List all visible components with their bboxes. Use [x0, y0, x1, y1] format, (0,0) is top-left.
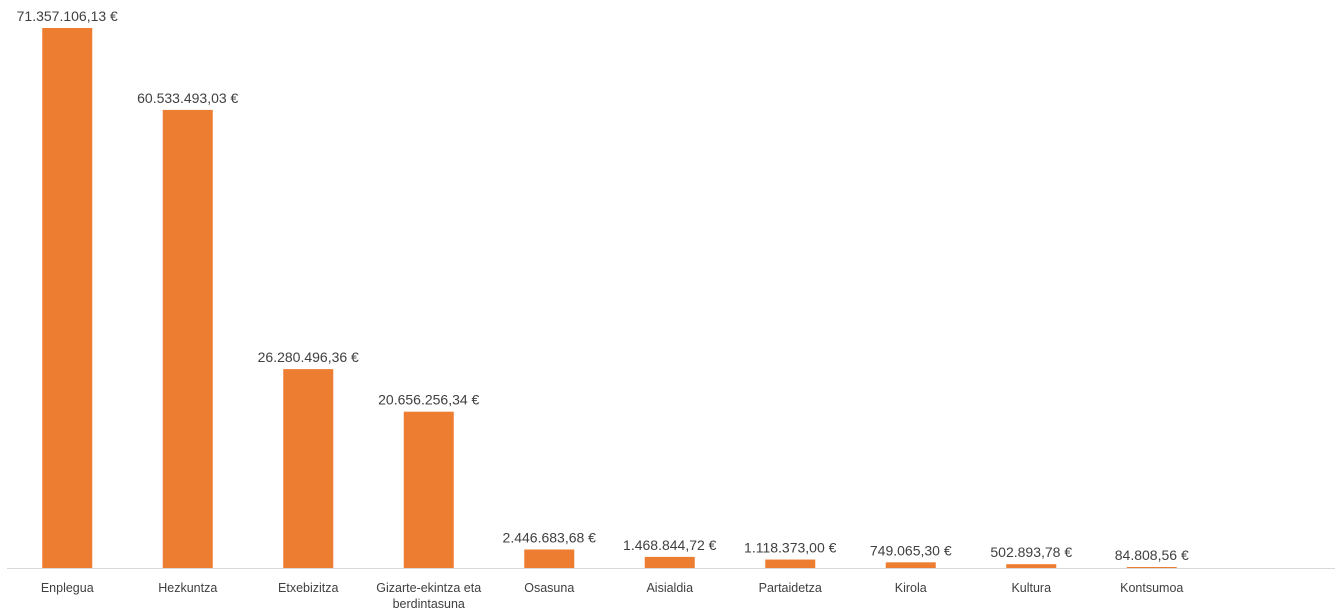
- data-label-2: 26.280.496,36 €: [258, 349, 359, 365]
- category-label-2: Etxebizitza: [278, 581, 338, 595]
- category-label-8: Kultura: [1011, 581, 1051, 595]
- data-label-6: 1.118.373,00 €: [744, 540, 837, 556]
- category-label-4: Osasuna: [524, 581, 574, 595]
- data-label-5: 1.468.844,72 €: [623, 537, 717, 553]
- bar-0: [42, 28, 93, 568]
- category-label-1: Hezkuntza: [158, 581, 217, 595]
- data-label-8: 502.893,78 €: [990, 544, 1072, 560]
- bar-9: [1126, 567, 1177, 568]
- category-label-5: Aisialdia: [646, 581, 693, 595]
- category-label-7: Kirola: [895, 581, 927, 595]
- category-label-3-line-1: berdintasuna: [393, 597, 465, 611]
- bar-2: [283, 369, 334, 568]
- data-label-0: 71.357.106,13 €: [17, 8, 118, 24]
- data-label-4: 2.446.683,68 €: [503, 529, 597, 545]
- value-labels-group: 71.357.106,13 € 60.533.493,03 € 26.280.496…: [17, 8, 1189, 563]
- category-label-6: Partaidetza: [759, 581, 822, 595]
- category-labels-group: Enplegua Hezkuntza Etxebizitza Gizarte-ekin…: [41, 581, 1184, 611]
- bars-group: [42, 28, 1177, 568]
- data-label-1: 60.533.493,03 €: [137, 90, 238, 106]
- bar-6: [765, 559, 816, 568]
- data-label-9: 84.808,56 €: [1115, 547, 1189, 563]
- data-label-7: 749.065,30 €: [870, 542, 952, 558]
- data-label-3: 20.656.256,34 €: [378, 392, 479, 408]
- category-label-9: Kontsumoa: [1120, 581, 1183, 595]
- bar-7: [885, 562, 936, 568]
- bar-4: [524, 549, 575, 568]
- category-label-0: Enplegua: [41, 581, 94, 595]
- bar-3: [403, 411, 454, 568]
- category-label-3-line-0: Gizarte-ekintza eta: [376, 581, 481, 595]
- bar-8: [1006, 564, 1057, 568]
- bar-5: [644, 556, 695, 568]
- bar-1: [162, 109, 213, 568]
